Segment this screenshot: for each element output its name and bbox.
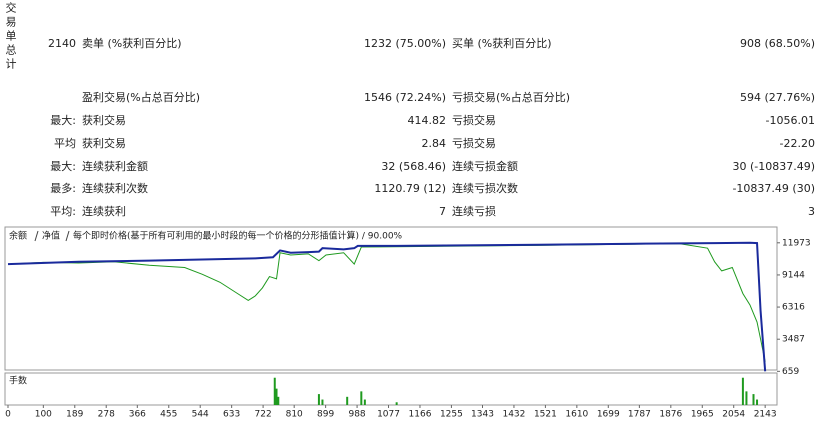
- volume-bar: [275, 388, 278, 405]
- x-tick-label: 1343: [471, 410, 494, 420]
- left-name: 卖单 (%获利百分比): [82, 37, 182, 50]
- right-value: 594 (27.76%): [739, 91, 815, 104]
- volume-bar: [277, 396, 280, 405]
- right-name: 连续亏损: [452, 205, 496, 218]
- right-name: 连续亏损次数: [452, 182, 518, 195]
- x-tick-label: 544: [192, 410, 209, 420]
- y-tick-label: 6316: [782, 303, 805, 313]
- row-label: 平均:: [50, 205, 76, 218]
- chart-subtitle: 每个即时价格(基于所有可利用的最小时段的每一个价格的分形插值计算) / 90.0…: [73, 230, 403, 242]
- right-value: -10837.49 (30): [732, 182, 815, 195]
- x-tick-label: 189: [66, 410, 83, 420]
- volume-bar: [363, 399, 366, 405]
- x-tick-label: 1876: [659, 410, 682, 420]
- volume-label: 手数: [9, 375, 27, 387]
- left-value: 7: [439, 205, 446, 218]
- separator: [65, 230, 70, 242]
- row-label: 最多:: [50, 182, 76, 195]
- left-value: 1232 (75.00%): [363, 37, 446, 50]
- left-name: 获利交易: [82, 137, 126, 150]
- x-tick-label: 1432: [502, 410, 525, 420]
- x-tick-label: 2054: [722, 410, 745, 420]
- left-name: 连续获利: [82, 205, 126, 218]
- volume-bar: [360, 391, 363, 405]
- side-label: 交易单总计: [4, 2, 17, 72]
- row-label: 2140: [48, 37, 76, 50]
- row-label: 最大:: [50, 160, 76, 173]
- x-tick-label: 899: [317, 410, 334, 420]
- right-name: 亏损交易: [452, 114, 496, 127]
- right-name: 买单 (%获利百分比): [452, 37, 552, 50]
- legend-equity: 净值: [42, 230, 60, 242]
- y-tick-label: 9144: [782, 270, 805, 280]
- volume-bar: [273, 377, 276, 405]
- left-name: 连续获利次数: [82, 182, 148, 195]
- left-value: 414.82: [407, 114, 447, 127]
- series-line: [7, 241, 767, 372]
- x-tick-label: 455: [160, 410, 177, 420]
- right-name: 亏损交易(%占总百分比): [452, 91, 571, 104]
- x-tick-label: 633: [223, 410, 240, 420]
- left-value: 1546 (72.24%): [363, 91, 446, 104]
- x-tick-label: 1255: [440, 410, 463, 420]
- x-tick-label: 722: [255, 410, 272, 420]
- row-label: 最大:: [50, 114, 76, 127]
- right-value: -1056.01: [765, 114, 815, 127]
- separator: [34, 230, 39, 242]
- x-tick-label: 1166: [409, 410, 432, 420]
- volume-panel: [4, 372, 778, 406]
- right-value: 3: [808, 205, 815, 218]
- x-tick-label: 1610: [565, 410, 588, 420]
- row-label: 平均: [54, 137, 76, 150]
- x-tick-label: 1521: [534, 410, 557, 420]
- volume-bar: [395, 402, 398, 405]
- x-tick-label: 0: [5, 410, 11, 420]
- y-tick-label: 11973: [782, 238, 811, 248]
- left-value: 1120.79 (12): [374, 182, 446, 195]
- x-tick-label: 1077: [377, 410, 400, 420]
- x-tick-label: 366: [129, 410, 146, 420]
- x-tick-label: 278: [98, 410, 115, 420]
- volume-bar: [321, 399, 324, 405]
- x-tick-label: 1965: [691, 410, 714, 420]
- x-tick-label: 100: [35, 410, 52, 420]
- volume-bar: [752, 394, 755, 405]
- x-tick-label: 2143: [754, 410, 777, 420]
- right-value: 908 (68.50%): [739, 37, 815, 50]
- left-name: 连续获利金额: [82, 160, 148, 173]
- left-value: 2.84: [421, 137, 447, 150]
- right-name: 亏损交易: [452, 137, 496, 150]
- left-name: 获利交易: [82, 114, 126, 127]
- main-panel: [4, 226, 778, 371]
- y-tick-label: 3487: [782, 335, 805, 345]
- volume-bar: [346, 396, 349, 405]
- left-value: 32 (568.46): [381, 160, 446, 173]
- volume-bar: [317, 394, 320, 405]
- x-tick-label: 1699: [597, 410, 620, 420]
- left-name: 盈利交易(%占总百分比): [82, 91, 201, 104]
- legend-balance: 余额: [9, 230, 27, 242]
- series-line: [7, 243, 766, 362]
- right-value: 30 (-10837.49): [732, 160, 815, 173]
- right-name: 连续亏损金额: [452, 160, 518, 173]
- x-tick-label: 810: [286, 410, 303, 420]
- volume-bar: [741, 377, 744, 405]
- x-tick-label: 988: [348, 410, 365, 420]
- x-tick-label: 1787: [628, 410, 651, 420]
- y-tick-label: 659: [782, 367, 799, 377]
- right-value: -22.20: [779, 137, 815, 150]
- volume-bar: [756, 399, 759, 405]
- volume-bar: [745, 391, 748, 405]
